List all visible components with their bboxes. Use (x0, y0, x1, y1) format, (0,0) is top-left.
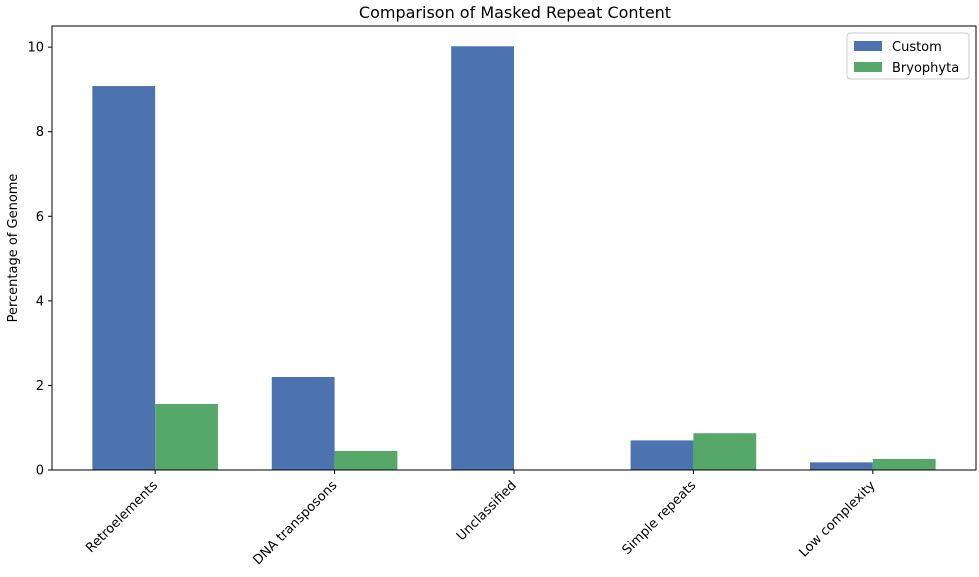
bar-custom-1 (271, 376, 335, 470)
bar-bryophyta-4 (872, 459, 936, 470)
x-tick-label-2: Unclassified (454, 478, 520, 544)
x-tick-label-3: Simple repeats (620, 478, 700, 558)
chart-title: Comparison of Masked Repeat Content (359, 3, 671, 22)
bar-custom-2 (451, 46, 514, 470)
bar-bryophyta-1 (334, 450, 398, 470)
x-tick-label-0: Retroelements (83, 478, 161, 556)
legend-swatch-custom (854, 41, 882, 51)
y-tick-label-2: 4 (36, 294, 44, 309)
bar-custom-0 (92, 86, 156, 470)
legend: Custom Bryophyta (846, 32, 970, 80)
y-tick-label-5: 10 (27, 41, 44, 56)
bar-bryophyta-3 (693, 433, 757, 470)
bar-custom-4 (810, 462, 873, 470)
bar-custom-3 (630, 440, 694, 470)
x-tick-label-4: Low complexity (796, 478, 878, 560)
y-axis-label: Percentage of Genome (6, 174, 21, 323)
y-tick-label-0: 0 (36, 464, 44, 479)
y-tick-label-4: 8 (36, 125, 44, 140)
legend-swatch-bryophyta (854, 62, 882, 72)
y-tick-label-3: 6 (36, 210, 44, 225)
bar-bryophyta-0 (155, 404, 218, 470)
x-tick-label-1: DNA transposons (251, 478, 341, 568)
y-tick-label-1: 2 (36, 379, 44, 394)
plot-area: 0 2 4 6 8 10 Retroelements DNA transposons Uncla… (27, 25, 977, 568)
legend-label-bryophyta: Bryophyta (892, 61, 959, 76)
legend-label-custom: Custom (892, 40, 942, 55)
